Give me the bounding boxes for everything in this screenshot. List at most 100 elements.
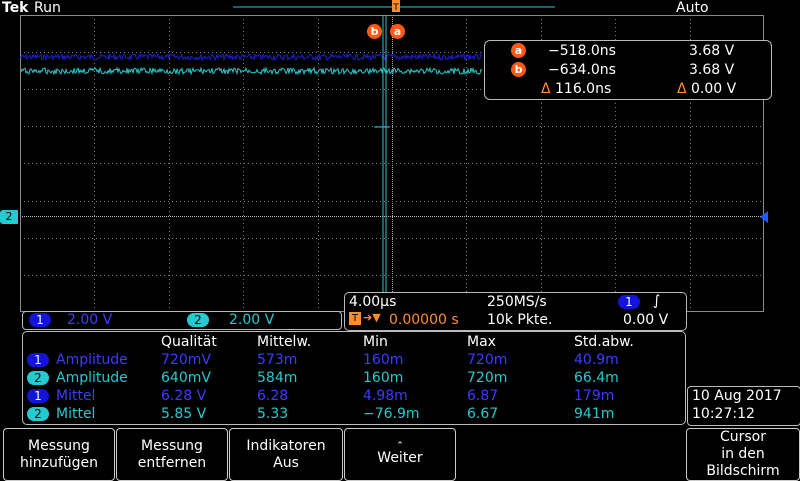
sample-rate: 250MS/s	[487, 294, 547, 310]
trigger-mode: Auto	[676, 0, 709, 16]
measurement-name: Mittel	[56, 406, 96, 422]
table-row: 2 Amplitude 640mV 584m 160m 720m 66.4m	[23, 370, 683, 388]
value-quality: 720mV	[161, 352, 211, 368]
value-mean: 5.33	[257, 406, 289, 422]
ch1-volts-div: 2.00 V	[67, 312, 113, 328]
ch2-chip: 2	[27, 407, 49, 421]
measurement-name: Mittel	[56, 388, 96, 404]
cursor-b-volt: 3.68 V	[689, 62, 735, 78]
ch2-chip: 2	[27, 371, 49, 385]
acquisition-run-state: Run	[34, 0, 61, 16]
indicators-off-button[interactable]: Indikatoren Aus	[229, 428, 343, 481]
ch1-chip: 1	[27, 353, 49, 367]
table-row: 2 Mittel 5.85 V 5.33 −76.9m 6.67 941m	[23, 406, 683, 424]
measurement-table: Qualität Mittelw. Min Max Std.abw. 1 Amp…	[22, 331, 686, 425]
softkey-label: Messung	[28, 437, 90, 454]
delta-icon: Δ	[541, 81, 551, 97]
ch1-waveform	[20, 52, 483, 62]
value-max: 6.67	[467, 406, 499, 422]
time-per-div: 4.00µs	[349, 294, 397, 310]
trigger-source-chip: 1	[618, 295, 640, 309]
value-mean: 6.28	[257, 388, 289, 404]
date: 10 Aug 2017	[692, 388, 782, 404]
cursor-b-time: −634.0ns	[548, 62, 616, 78]
value-max: 720m	[467, 352, 508, 368]
value-quality: 6.28 V	[161, 388, 207, 404]
value-max: 6.87	[467, 388, 499, 404]
ch2-waveform	[20, 66, 483, 76]
ch1-chip[interactable]: 1	[29, 313, 51, 327]
col-header-mean: Mittelw.	[257, 334, 312, 350]
trigger-position-marker-icon: T	[349, 312, 361, 325]
waveform-graticule[interactable]	[20, 15, 764, 312]
remove-measurement-button[interactable]: Messung entfernen	[116, 428, 228, 481]
svg-text:T: T	[392, 3, 399, 13]
value-min: −76.9m	[363, 406, 420, 422]
cursor-a-volt: 3.68 V	[689, 43, 735, 59]
softkey-label: Indikatoren	[246, 437, 326, 454]
value-stddev: 66.4m	[574, 370, 619, 386]
table-row: 1 Amplitude 720mV 573m 160m 720m 40.9m	[23, 352, 683, 370]
delta-icon-2: Δ	[677, 81, 687, 97]
softkey-label: Bildschirm	[706, 463, 780, 479]
trigger-slope-icon: ∫	[653, 293, 661, 309]
ch2-chip[interactable]: 2	[187, 313, 209, 327]
horizontal-trigger-status: 4.00µs 250MS/s 1 ∫ T ➔▼ 0.00000 s 10k Pk…	[344, 292, 687, 331]
cursor-on-screen-button[interactable]: Cursor in den Bildschirm	[686, 428, 800, 481]
trigger-level: 0.00 V	[623, 312, 669, 328]
cursor-a-marker[interactable]: a	[390, 24, 405, 39]
table-row: 1 Mittel 6.28 V 6.28 4.98m 6.87 179m	[23, 388, 683, 406]
up-arrow-icon: ⌃	[396, 441, 404, 451]
softkey-label: in den	[721, 446, 765, 462]
add-measurement-button[interactable]: Messung hinzufügen	[3, 428, 115, 481]
record-length: 10k Pkte.	[487, 312, 553, 328]
softkey-label: Weiter	[377, 450, 423, 466]
softkey-label: entfernen	[137, 454, 207, 471]
measurement-name: Amplitude	[56, 352, 128, 368]
more-button[interactable]: ⌃ Weiter	[344, 428, 456, 481]
datetime-display: 10 Aug 2017 10:27:12	[687, 386, 800, 426]
cursor-b-icon: b	[511, 62, 526, 77]
channel-scale-bar: 1 2.00 V 2 2.00 V	[22, 311, 342, 330]
value-max: 720m	[467, 370, 508, 386]
ch2-ground-marker[interactable]: 2	[0, 210, 18, 224]
col-header-max: Max	[467, 334, 496, 350]
softkey-label: Cursor	[719, 429, 767, 445]
arrow-right-icon: ➔▼	[363, 311, 381, 324]
col-header-quality: Qualität	[161, 334, 217, 350]
softkey-label: Aus	[273, 454, 299, 471]
ch1-chip: 1	[27, 389, 49, 403]
trigger-position: 0.00000 s	[389, 312, 459, 328]
cursor-delta-row: Δ 116.0ns Δ 0.00 V	[491, 80, 766, 98]
value-mean: 573m	[257, 352, 298, 368]
top-status-bar: Tek Run Auto	[0, 0, 800, 16]
value-min: 160m	[363, 370, 404, 386]
cursor-a-row: a −518.0ns 3.68 V	[491, 42, 766, 60]
cursor-b-marker[interactable]: b	[367, 24, 382, 39]
cursor-delta-time: 116.0ns	[555, 81, 612, 97]
value-mean: 584m	[257, 370, 298, 386]
cursor-delta-volt: 0.00 V	[691, 81, 737, 97]
trigger-level-icon[interactable]	[758, 211, 768, 223]
horizontal-position-bar: T	[233, 0, 555, 13]
cursor-a-icon: a	[511, 43, 526, 58]
ch2-volts-div: 2.00 V	[229, 312, 275, 328]
value-quality: 640mV	[161, 370, 211, 386]
value-min: 160m	[363, 352, 404, 368]
brand-logo: Tek	[2, 0, 29, 16]
cursor-readout-panel: a −518.0ns 3.68 V b −634.0ns 3.68 V Δ 11…	[484, 40, 772, 100]
softkey-label: hinzufügen	[19, 454, 99, 471]
measurement-name: Amplitude	[56, 370, 128, 386]
trigger-position-icon	[392, 0, 400, 12]
col-header-stddev: Std.abw.	[574, 334, 634, 350]
value-quality: 5.85 V	[161, 406, 207, 422]
col-header-min: Min	[363, 334, 388, 350]
value-stddev: 40.9m	[574, 352, 619, 368]
value-stddev: 179m	[574, 388, 615, 404]
cursor-a-time: −518.0ns	[548, 43, 616, 59]
softkey-label: Messung	[141, 437, 203, 454]
value-min: 4.98m	[363, 388, 408, 404]
cursor-b-row: b −634.0ns 3.68 V	[491, 61, 766, 79]
time: 10:27:12	[692, 406, 755, 422]
value-stddev: 941m	[574, 406, 615, 422]
